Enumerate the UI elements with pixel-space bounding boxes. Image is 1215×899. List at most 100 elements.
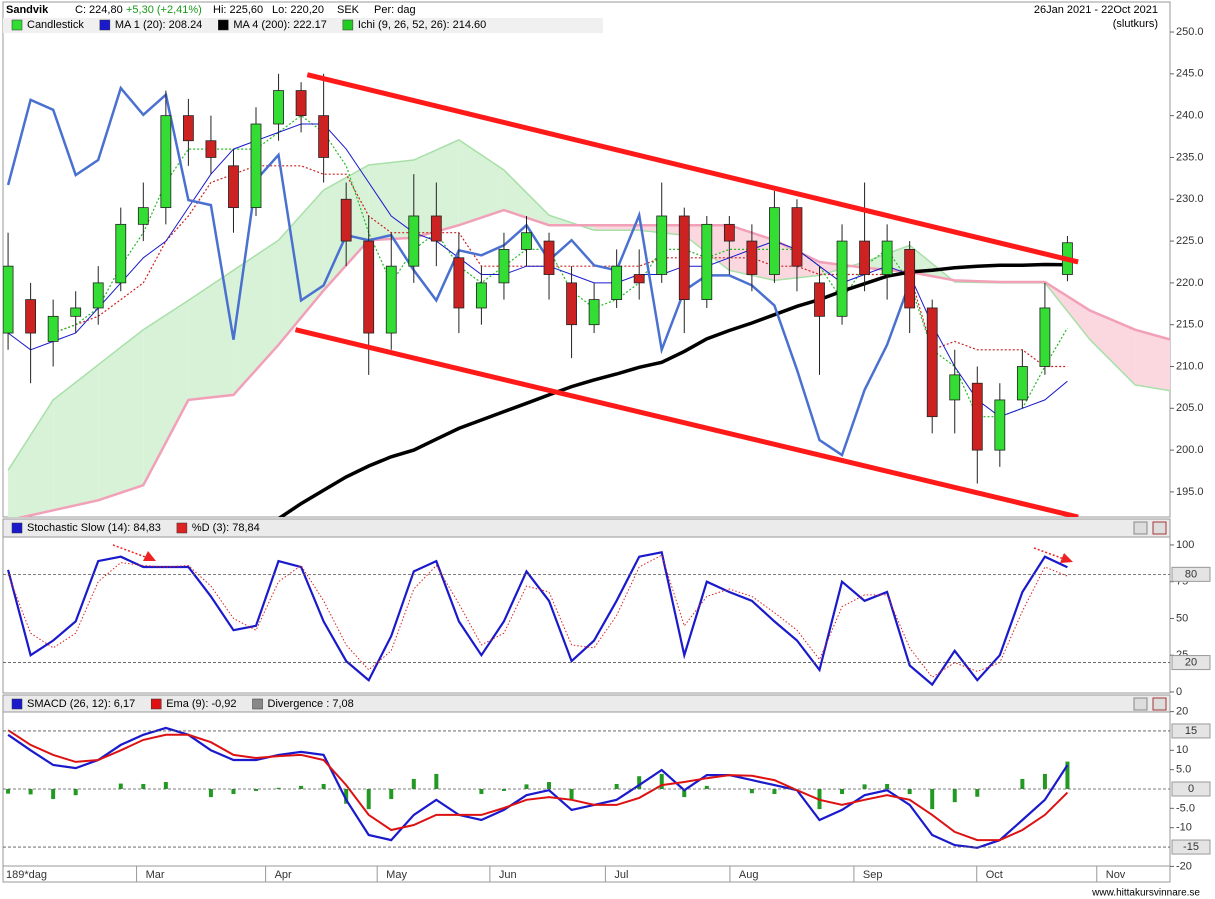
candle-body <box>814 282 825 317</box>
ichimoku-cloud <box>188 270 234 400</box>
legend-label: Ema (9): -0,92 <box>166 698 236 710</box>
plot-area <box>7 551 1068 687</box>
candle-body <box>859 240 870 275</box>
level-label: 0 <box>1188 783 1194 795</box>
level-label: 80 <box>1185 568 1197 580</box>
annotation-arrows <box>112 544 1073 563</box>
histogram-bar <box>28 789 33 795</box>
ichimoku-cloud <box>1135 329 1170 391</box>
histogram-bar <box>501 789 506 791</box>
x-tick-label: Jul <box>614 869 628 881</box>
candle-body <box>926 307 938 418</box>
quote-close: C: 224,80 <box>75 4 123 16</box>
histogram-bar <box>885 783 890 789</box>
legend-swatch <box>11 19 23 31</box>
legend-strip <box>3 18 603 33</box>
candle-body <box>656 215 668 275</box>
line-series <box>7 551 1068 687</box>
histogram-bar <box>975 789 980 797</box>
histogram-bar <box>614 783 619 789</box>
legend-swatch <box>218 19 229 31</box>
ichimoku-cloud <box>368 159 414 241</box>
legend-swatch <box>150 698 162 710</box>
legend-label: Ichi (9, 26, 52, 26): 214.60 <box>358 19 486 31</box>
y-tick-label: 230.0 <box>1176 193 1204 205</box>
candle-body <box>949 374 961 401</box>
candle-body <box>836 240 848 317</box>
histogram-bar <box>254 789 259 791</box>
ichimoku-cloud <box>458 139 504 226</box>
histogram-bar <box>231 789 236 795</box>
candle-body <box>363 240 375 334</box>
y-tick-label: -10 <box>1176 822 1192 834</box>
histogram-bar <box>862 784 867 789</box>
histogram-bar <box>682 789 687 798</box>
panel-icons[interactable] <box>1133 521 1167 711</box>
y-tick-label: 220.0 <box>1176 277 1204 289</box>
y-tick-label: 195.0 <box>1176 486 1204 498</box>
legend-label: MA 4 (200): 222.17 <box>233 19 327 31</box>
histogram-bar <box>411 778 416 789</box>
candle-body <box>746 240 758 275</box>
histogram-bar <box>659 773 664 789</box>
histogram-bar <box>118 783 123 789</box>
candle-body <box>904 249 916 309</box>
histogram-bar <box>569 789 574 800</box>
close-icon[interactable] <box>1152 697 1167 711</box>
candle-body <box>971 382 983 451</box>
trendline <box>306 72 1079 265</box>
level-box <box>1171 839 1211 855</box>
line-series <box>7 554 1068 678</box>
legend-label: Divergence : 7,08 <box>268 698 354 710</box>
period-label: 189*dag <box>6 869 47 881</box>
x-axis-strip <box>2 865 1171 883</box>
line-series <box>7 726 1069 849</box>
y-tick-label: 225.0 <box>1176 235 1204 247</box>
settings-icon[interactable] <box>1133 521 1148 535</box>
x-tick-label: Mar <box>146 869 165 881</box>
candle-body <box>543 240 555 275</box>
histogram-bar <box>163 782 168 789</box>
histogram-bar <box>299 785 304 789</box>
legend-label: Candlestick <box>27 19 84 31</box>
candle-body <box>723 223 735 242</box>
legend-swatch <box>11 698 23 710</box>
candle-body <box>611 265 623 301</box>
histogram-bar <box>434 773 439 789</box>
candle-body <box>92 282 104 309</box>
title: Sandvik <box>6 4 49 16</box>
close-icon[interactable] <box>1152 521 1167 535</box>
y-tick-label: 5.0 <box>1176 764 1191 776</box>
histogram-bar <box>321 783 326 789</box>
y-tick-label: 0 <box>1176 686 1182 698</box>
histogram-bar <box>6 789 11 794</box>
candle-body <box>521 232 532 250</box>
legend-swatch <box>11 522 23 534</box>
candle-body <box>137 207 149 225</box>
y-tick-label: 10 <box>1176 744 1188 756</box>
level-label: 15 <box>1185 725 1197 737</box>
legend-swatch <box>176 522 188 534</box>
candle-body <box>182 115 194 142</box>
histogram-bar <box>366 789 371 810</box>
candle-body <box>994 399 1006 451</box>
x-tick-label: Aug <box>739 869 759 881</box>
x-tick-label: Apr <box>275 869 292 881</box>
histogram-bar <box>208 789 213 798</box>
histogram-bar <box>479 789 484 795</box>
settings-icon[interactable] <box>1133 697 1148 711</box>
histogram-bar <box>749 789 754 794</box>
candle-body <box>295 90 307 117</box>
candle-body <box>566 282 577 326</box>
y-tick-label: 235.0 <box>1176 151 1204 163</box>
x-tick-label: Sep <box>863 869 883 881</box>
arrow-head <box>143 551 156 561</box>
price-basis: (slutkurs) <box>1113 18 1158 30</box>
quote-period: Per: dag <box>374 4 416 16</box>
candle-body <box>273 90 284 125</box>
level-box <box>1171 781 1211 797</box>
y-tick-label: 200.0 <box>1176 444 1204 456</box>
y-tick-label: 210.0 <box>1176 360 1204 372</box>
y-tick-label: 215.0 <box>1176 319 1204 331</box>
